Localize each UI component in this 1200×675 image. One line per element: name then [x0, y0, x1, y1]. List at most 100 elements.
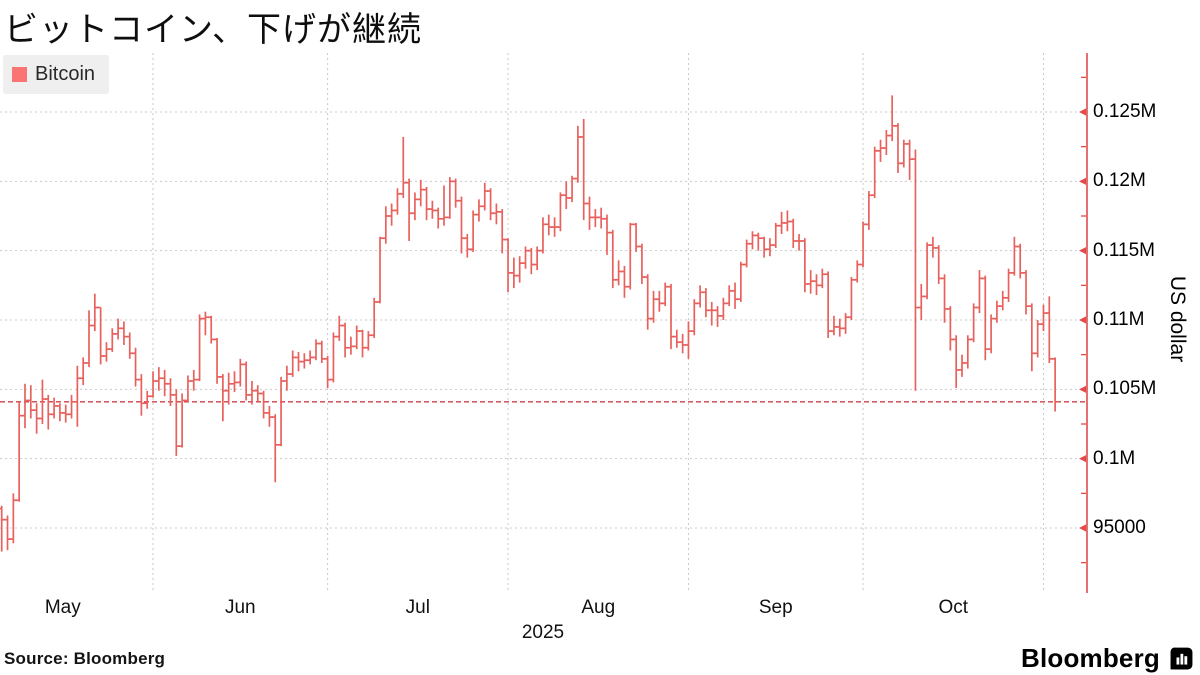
ohlc-bar [423, 186, 430, 221]
ohlc-bars [0, 95, 1059, 552]
ohlc-bar [364, 331, 372, 351]
ohlc-bar [132, 347, 139, 387]
ohlc-bar [650, 290, 657, 323]
ohlc-bar [167, 378, 174, 406]
month-label-oct: Oct [938, 597, 969, 618]
ohlc-bar [743, 239, 751, 268]
ohlc-bar [784, 210, 791, 232]
ohlc-bar [865, 191, 873, 230]
ohlc-bar [655, 290, 663, 312]
ohlc-bar [108, 328, 116, 352]
page-title: ビットコイン、下げが継続 [4, 12, 422, 49]
ohlc-bar [388, 203, 396, 226]
major-tick-arrow [1079, 247, 1086, 255]
ohlc-bar [1016, 243, 1024, 279]
ohlc-bar [644, 274, 652, 330]
ohlc-bar [231, 371, 238, 393]
month-label-jun: Jun [224, 597, 256, 618]
ohlc-bar [91, 293, 99, 332]
ohlc-bar [469, 210, 477, 253]
ohlc-bar [458, 196, 465, 254]
ohlc-bar [801, 238, 809, 293]
ohlc-bar [190, 369, 198, 391]
ohlc-bar [935, 245, 943, 284]
ohlc-bar [888, 95, 896, 142]
ohlc-bar [981, 275, 989, 361]
ohlc-bar [813, 274, 820, 296]
ohlc-bar [62, 404, 70, 423]
ohlc-bar [946, 306, 954, 351]
month-gridlines [152, 53, 1044, 592]
ohlc-bar [795, 234, 803, 251]
ohlc-bar [760, 236, 768, 258]
y-tick-label-0.125M: 0.125M [1093, 101, 1157, 122]
ohlc-bar [824, 271, 832, 339]
ohlc-bar [44, 394, 52, 430]
ohlc-bar [999, 290, 1007, 311]
ohlc-bar [871, 146, 879, 198]
ohlc-bar [789, 218, 797, 248]
major-tick-arrow [1079, 524, 1086, 532]
ohlc-bar [248, 381, 256, 405]
major-tick-arrow [1079, 108, 1086, 116]
ohlc-bar [661, 282, 669, 307]
ohlc-bar [498, 209, 506, 254]
ohlc-bar [295, 351, 302, 372]
ohlc-bar [510, 257, 518, 289]
ohlc-bar [236, 358, 244, 387]
ohlc-bar [137, 374, 145, 416]
ohlc-bar [33, 403, 41, 434]
ohlc-bar [225, 372, 233, 405]
ohlc-bar [481, 182, 489, 211]
ohlc-bar [539, 217, 547, 254]
ohlc-bar [970, 303, 978, 343]
ohlc-bar [976, 270, 983, 314]
ohlc-bar [597, 207, 605, 229]
ohlc-bar [533, 246, 541, 271]
ohlc-bar [882, 130, 890, 155]
ohlc-bar [120, 321, 128, 345]
ohlc-bar [958, 354, 966, 377]
ohlc-bar [609, 229, 617, 289]
ohlc-bar [324, 356, 332, 388]
ohlc-bar [266, 405, 273, 427]
ohlc-bar [330, 332, 337, 383]
ohlc-bar [318, 340, 326, 363]
ohlc-bar [487, 188, 494, 221]
ohlc-bar [417, 179, 425, 207]
ohlc-bar [242, 361, 250, 401]
ohlc-bar [271, 414, 279, 483]
ohlc-bar [580, 118, 588, 221]
ohlc-bar [39, 379, 46, 424]
ohlc-bar [1010, 236, 1018, 276]
ohlc-bar [830, 315, 838, 336]
bloomberg-logo: Bloomberg [1021, 643, 1194, 674]
ohlc-bar [260, 390, 267, 419]
ohlc-bar [254, 385, 262, 402]
y-axis [1079, 53, 1088, 593]
ohlc-bar [79, 357, 87, 386]
y-tick-label-0.1M: 0.1M [1093, 447, 1136, 469]
ohlc-bar [772, 222, 780, 248]
major-tick-arrow [1079, 455, 1086, 463]
legend: Bitcoin [3, 55, 110, 94]
ohlc-bar [103, 342, 110, 362]
ohlc-bar [428, 200, 436, 219]
ohlc-bar [300, 353, 308, 369]
ohlc-bar [591, 209, 599, 228]
ohlc-bar [749, 231, 756, 250]
ohlc-bar [778, 211, 785, 235]
ohlc-bar [1051, 357, 1059, 412]
legend-item-label: Bitcoin [35, 63, 96, 85]
ohlc-bar [836, 318, 844, 337]
ohlc-bar [906, 139, 914, 180]
ohlc-bar [475, 199, 483, 222]
y-tick-label-0.115M: 0.115M [1093, 239, 1155, 261]
major-tick-arrow [1079, 316, 1086, 324]
month-label-sep: Sep [758, 597, 793, 618]
ohlc-bar [306, 350, 314, 365]
ohlc-bar [149, 371, 157, 398]
ohlc-bar [21, 383, 29, 429]
ohlc-bar [673, 329, 681, 348]
